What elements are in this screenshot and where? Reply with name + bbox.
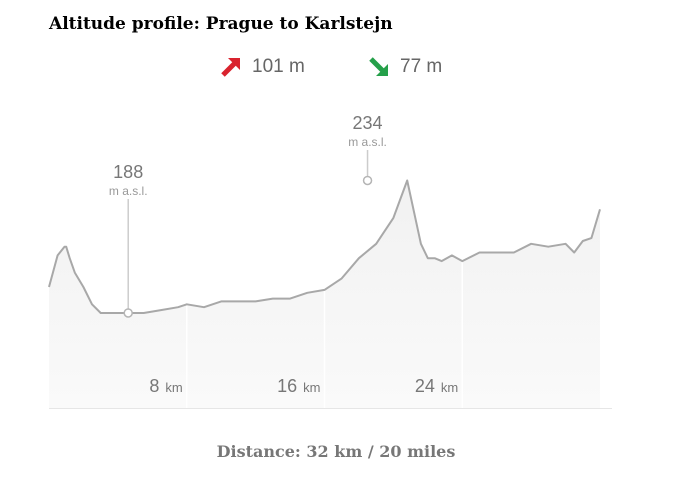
ascent-stat: 101 m bbox=[220, 56, 305, 78]
marker-unit-minimum: m a.s.l. bbox=[109, 184, 148, 198]
elevation-stats: 101 m 77 m bbox=[0, 56, 700, 86]
ascent-value: 101 m bbox=[252, 56, 305, 77]
arrow-up-right-icon bbox=[220, 56, 242, 78]
arrow-down-right-icon bbox=[368, 56, 390, 78]
marker-value-maximum: 234 bbox=[353, 113, 383, 133]
marker-unit-maximum: m a.s.l. bbox=[348, 135, 387, 149]
x-tick-label-8km: 8 km bbox=[149, 376, 182, 396]
altitude-chart: 8 km 16 km 24 km 188 m a.s.l. 234 m a.s.l. bbox=[48, 113, 612, 409]
descent-value: 77 m bbox=[400, 56, 443, 77]
chart-title: Altitude profile: Prague to Karlstejn bbox=[49, 14, 393, 34]
elevation-line bbox=[48, 179, 601, 314]
x-tick-label-24km: 24 km bbox=[415, 376, 458, 396]
distance-footer: Distance: 32 km / 20 miles bbox=[216, 442, 456, 461]
marker-dot-minimum bbox=[123, 308, 133, 318]
marker-dot-maximum bbox=[362, 175, 373, 186]
x-tick-label-16km: 16 km bbox=[277, 376, 320, 396]
descent-stat: 77 m bbox=[368, 56, 442, 78]
marker-value-minimum: 188 bbox=[113, 162, 143, 182]
